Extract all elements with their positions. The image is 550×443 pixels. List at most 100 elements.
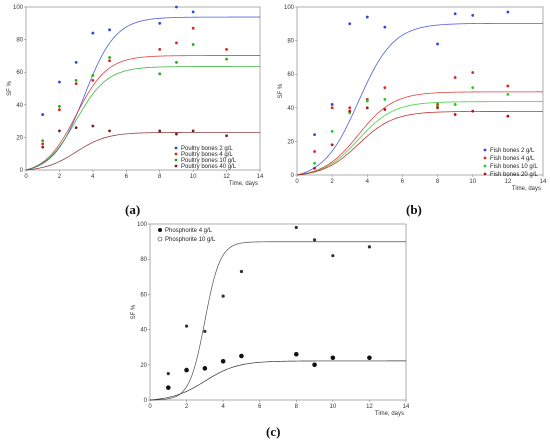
y-tick-label: 60 bbox=[140, 292, 147, 298]
plot-frame bbox=[296, 6, 544, 176]
y-tick-label: 80 bbox=[140, 257, 147, 263]
fit-curve-series-1 bbox=[149, 241, 406, 401]
x-tick-label: 14 bbox=[257, 174, 264, 180]
data-point-series-1 bbox=[330, 106, 334, 110]
data-point-series-0 bbox=[453, 12, 457, 16]
data-point-series-1 bbox=[506, 84, 510, 88]
data-point-series-2 bbox=[471, 86, 475, 90]
data-point-series-0 bbox=[239, 353, 244, 359]
x-tick-label: 0 bbox=[24, 174, 28, 180]
legend-marker bbox=[483, 148, 487, 152]
x-tick-label: 4 bbox=[221, 404, 225, 410]
y-tick-label: 100 bbox=[13, 5, 24, 11]
fit-curve-series-0 bbox=[296, 22, 543, 176]
data-point-series-3 bbox=[365, 106, 369, 110]
data-point-series-0 bbox=[383, 25, 387, 29]
data-point-series-3 bbox=[175, 132, 178, 136]
legend-entry: Phosphorite 4 g/L bbox=[165, 228, 213, 234]
fit-curve-series-1 bbox=[25, 55, 260, 171]
legend-marker bbox=[483, 156, 487, 160]
data-point-series-1 bbox=[313, 150, 316, 153]
data-point-series-0 bbox=[184, 367, 189, 373]
data-point-series-0 bbox=[74, 61, 78, 64]
data-point-series-0 bbox=[330, 355, 336, 361]
chart-panel-b: 0 2 4 6 8 10 12 14 0 20 40 60 80 100 Time, days SF % Fis… bbox=[277, 0, 550, 195]
data-point-series-1 bbox=[221, 294, 225, 298]
data-point-series-1 bbox=[367, 245, 372, 249]
legend-marker bbox=[174, 164, 178, 168]
y-tick-label: 60 bbox=[287, 72, 294, 78]
data-point-series-1 bbox=[91, 78, 95, 82]
data-point-series-2 bbox=[313, 161, 316, 165]
data-point-series-1 bbox=[453, 76, 457, 79]
data-point-series-0 bbox=[41, 113, 45, 116]
data-point-series-0 bbox=[330, 103, 334, 106]
data-point-series-3 bbox=[383, 108, 387, 111]
x-tick-label: 8 bbox=[158, 174, 162, 180]
x-axis-label: Time, days bbox=[512, 186, 541, 192]
data-point-series-2 bbox=[225, 57, 228, 61]
x-tick-label: 6 bbox=[258, 404, 262, 410]
data-point-series-3 bbox=[91, 124, 95, 128]
x-tick-label: 2 bbox=[330, 179, 334, 185]
data-point-series-1 bbox=[225, 47, 228, 51]
data-point-series-1 bbox=[175, 41, 178, 45]
data-point-series-2 bbox=[41, 139, 45, 143]
legend-entry: Fish bones 2 g/L bbox=[490, 148, 535, 154]
legend-entry: Fish bones 20 g/L bbox=[490, 172, 538, 178]
x-tick-label: 12 bbox=[223, 174, 230, 180]
legend-marker bbox=[174, 146, 178, 150]
x-tick-label: 10 bbox=[190, 174, 197, 180]
x-tick-label: 0 bbox=[148, 404, 152, 410]
data-point-series-0 bbox=[220, 358, 226, 364]
caption-c: (c) bbox=[266, 424, 281, 439]
chart-c-svg: 0 2 4 6 8 10 12 14 0 20 40 60 80 100 Time, days SF % Pho… bbox=[131, 222, 410, 417]
x-tick-label: 14 bbox=[403, 404, 410, 410]
data-point-series-0 bbox=[506, 10, 510, 14]
x-axis-label: Time, days bbox=[375, 411, 404, 417]
legend-entry: Poultry bones 10 g/L bbox=[181, 158, 237, 164]
fit-curve-series-0 bbox=[149, 360, 406, 401]
data-point-series-3 bbox=[41, 145, 45, 149]
x-tick-label: 0 bbox=[295, 179, 299, 185]
fit-curve-series-3 bbox=[296, 111, 543, 176]
data-point-series-1 bbox=[191, 26, 195, 30]
data-point-series-1 bbox=[294, 225, 298, 230]
data-point-series-0 bbox=[293, 351, 299, 357]
caption-a: (a) bbox=[125, 202, 141, 217]
data-point-series-3 bbox=[506, 114, 510, 118]
plot-frame bbox=[25, 6, 261, 171]
legend-marker bbox=[483, 172, 487, 176]
y-tick-label: 40 bbox=[16, 103, 23, 109]
data-point-series-1 bbox=[41, 142, 45, 146]
data-point-series-3 bbox=[225, 134, 228, 138]
x-tick-label: 2 bbox=[185, 404, 189, 410]
data-point-series-0 bbox=[191, 10, 195, 14]
data-point-series-0 bbox=[367, 355, 372, 361]
data-point-series-3 bbox=[74, 126, 78, 130]
data-point-series-2 bbox=[175, 61, 178, 64]
legend-entry: Poultry bones 2 g/L bbox=[181, 146, 233, 152]
data-point-series-0 bbox=[348, 22, 352, 26]
data-point-series-1 bbox=[166, 372, 170, 376]
data-point-series-2 bbox=[365, 99, 369, 103]
data-point-series-2 bbox=[383, 98, 387, 101]
x-tick-label: 6 bbox=[125, 174, 129, 180]
y-tick-label: 0 bbox=[20, 168, 24, 174]
x-tick-label: 2 bbox=[58, 174, 62, 180]
data-point-series-0 bbox=[165, 385, 171, 390]
y-tick-label: 20 bbox=[16, 135, 23, 141]
y-tick-label: 0 bbox=[144, 398, 148, 404]
y-tick-label: 20 bbox=[287, 139, 294, 145]
legend-marker bbox=[174, 158, 178, 162]
data-point-series-3 bbox=[313, 166, 316, 170]
x-tick-label: 4 bbox=[366, 179, 370, 185]
y-axis-label: SF % bbox=[278, 83, 284, 98]
legend-entry: Phosphorite 10 g/L bbox=[165, 237, 216, 243]
data-point-series-0 bbox=[471, 14, 475, 17]
data-point-series-3 bbox=[453, 113, 457, 116]
data-point-series-3 bbox=[348, 109, 352, 113]
data-point-series-3 bbox=[108, 129, 111, 133]
data-point-series-0 bbox=[108, 28, 111, 32]
caption-b: (b) bbox=[406, 202, 422, 217]
